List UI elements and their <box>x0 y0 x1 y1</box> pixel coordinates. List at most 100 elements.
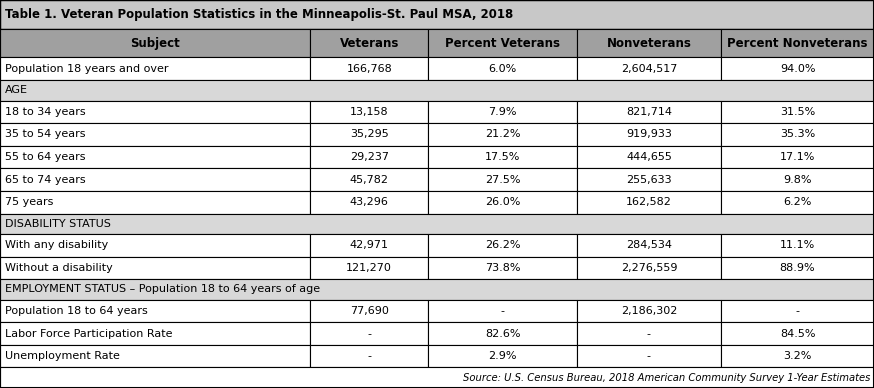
Text: Percent Nonveterans: Percent Nonveterans <box>727 36 868 50</box>
Bar <box>310 29 428 57</box>
Text: 6.0%: 6.0% <box>489 64 517 74</box>
Text: 35,295: 35,295 <box>350 130 389 139</box>
Bar <box>0 57 310 80</box>
Bar <box>310 123 428 146</box>
Text: 11.1%: 11.1% <box>780 240 815 250</box>
Text: 2,276,559: 2,276,559 <box>621 263 677 273</box>
Bar <box>428 322 577 345</box>
Bar <box>0 300 310 322</box>
Text: Nonveterans: Nonveterans <box>607 36 691 50</box>
Text: 6.2%: 6.2% <box>783 197 812 207</box>
Bar <box>0 123 310 146</box>
Text: Unemployment Rate: Unemployment Rate <box>5 351 120 361</box>
Bar <box>310 57 428 80</box>
Text: 55 to 64 years: 55 to 64 years <box>5 152 86 162</box>
Bar <box>721 168 874 191</box>
Text: 45,782: 45,782 <box>350 175 389 185</box>
Bar <box>428 168 577 191</box>
Bar <box>0 322 310 345</box>
Bar <box>577 123 721 146</box>
Bar <box>428 345 577 367</box>
Bar <box>310 100 428 123</box>
Text: 255,633: 255,633 <box>626 175 672 185</box>
Text: EMPLOYMENT STATUS – Population 18 to 64 years of age: EMPLOYMENT STATUS – Population 18 to 64 … <box>5 284 320 294</box>
Bar <box>428 29 577 57</box>
Text: 94.0%: 94.0% <box>780 64 815 74</box>
Bar <box>428 300 577 322</box>
Bar <box>310 322 428 345</box>
Bar <box>577 322 721 345</box>
Text: 3.2%: 3.2% <box>783 351 812 361</box>
Text: 43,296: 43,296 <box>350 197 389 207</box>
Bar <box>310 191 428 213</box>
Text: 2.9%: 2.9% <box>489 351 517 361</box>
Text: Table 1. Veteran Population Statistics in the Minneapolis-St. Paul MSA, 2018: Table 1. Veteran Population Statistics i… <box>5 8 513 21</box>
Bar <box>0 29 310 57</box>
Text: -: - <box>795 306 800 316</box>
Text: 42,971: 42,971 <box>350 240 389 250</box>
Bar <box>428 146 577 168</box>
Text: 821,714: 821,714 <box>626 107 672 117</box>
Text: 73.8%: 73.8% <box>485 263 520 273</box>
Bar <box>0 213 874 234</box>
Text: 26.0%: 26.0% <box>485 197 520 207</box>
Bar <box>0 191 310 213</box>
Bar <box>721 29 874 57</box>
Text: Source: U.S. Census Bureau, 2018 American Community Survey 1-Year Estimates: Source: U.S. Census Bureau, 2018 America… <box>462 373 870 383</box>
Bar <box>721 57 874 80</box>
Text: 284,534: 284,534 <box>626 240 672 250</box>
Text: 7.9%: 7.9% <box>489 107 517 117</box>
Bar <box>577 300 721 322</box>
Text: 166,768: 166,768 <box>346 64 392 74</box>
Bar <box>577 168 721 191</box>
Text: 2,604,517: 2,604,517 <box>621 64 677 74</box>
Bar <box>577 57 721 80</box>
Bar <box>721 123 874 146</box>
Bar <box>0 256 310 279</box>
Bar <box>577 146 721 168</box>
Text: 77,690: 77,690 <box>350 306 389 316</box>
Bar <box>428 256 577 279</box>
Text: 444,655: 444,655 <box>626 152 672 162</box>
Text: 82.6%: 82.6% <box>485 329 520 339</box>
Bar <box>0 100 310 123</box>
Text: 17.1%: 17.1% <box>780 152 815 162</box>
Bar <box>577 191 721 213</box>
Text: 27.5%: 27.5% <box>485 175 520 185</box>
Bar <box>0 279 874 300</box>
Text: Population 18 years and over: Population 18 years and over <box>5 64 169 74</box>
Bar <box>310 168 428 191</box>
Text: 84.5%: 84.5% <box>780 329 815 339</box>
Bar <box>0 367 874 388</box>
Bar <box>721 300 874 322</box>
Bar <box>721 234 874 256</box>
Text: 35.3%: 35.3% <box>780 130 815 139</box>
Text: -: - <box>647 351 651 361</box>
Bar <box>310 256 428 279</box>
Text: 88.9%: 88.9% <box>780 263 815 273</box>
Bar <box>0 234 310 256</box>
Text: 65 to 74 years: 65 to 74 years <box>5 175 86 185</box>
Text: 18 to 34 years: 18 to 34 years <box>5 107 86 117</box>
Bar <box>577 345 721 367</box>
Bar <box>428 234 577 256</box>
Bar <box>577 29 721 57</box>
Text: 35 to 54 years: 35 to 54 years <box>5 130 86 139</box>
Text: Percent Veterans: Percent Veterans <box>445 36 560 50</box>
Bar <box>721 256 874 279</box>
Text: 31.5%: 31.5% <box>780 107 815 117</box>
Text: Veterans: Veterans <box>340 36 399 50</box>
Bar <box>721 146 874 168</box>
Bar <box>310 300 428 322</box>
Bar <box>0 0 874 29</box>
Text: DISABILITY STATUS: DISABILITY STATUS <box>5 219 111 229</box>
Text: 162,582: 162,582 <box>626 197 672 207</box>
Text: -: - <box>647 329 651 339</box>
Text: 26.2%: 26.2% <box>485 240 520 250</box>
Text: Labor Force Participation Rate: Labor Force Participation Rate <box>5 329 172 339</box>
Text: 21.2%: 21.2% <box>485 130 520 139</box>
Bar <box>0 168 310 191</box>
Bar <box>428 57 577 80</box>
Bar <box>577 100 721 123</box>
Bar <box>428 100 577 123</box>
